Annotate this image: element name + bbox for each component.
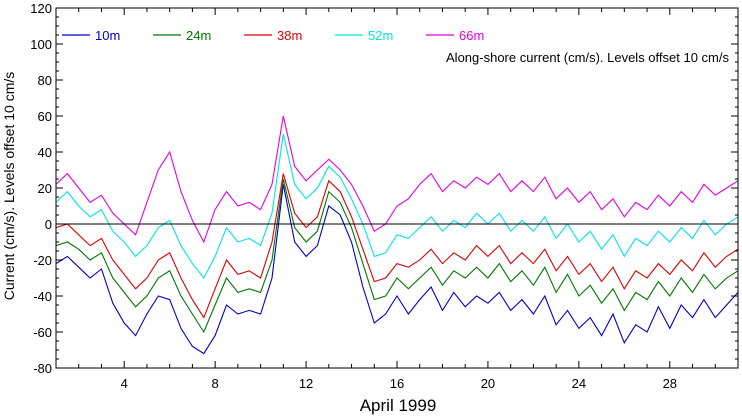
x-tick-label: 24 (572, 376, 586, 391)
y-tick-label: 120 (30, 1, 52, 16)
series-line-24m (55, 178, 739, 334)
y-tick-label: -80 (33, 361, 52, 376)
legend: 10m 24m 38m 52m 66m (62, 28, 484, 43)
y-tick-label: 80 (38, 73, 52, 88)
y-tick-label: -40 (33, 289, 52, 304)
y-tick-label: 20 (38, 181, 52, 196)
legend-label-66m: 66m (459, 28, 484, 43)
ticks-layer: -80 -60 -40 -20 0 20 40 60 80 100 120 4 8 12 16 20 24 28 (30, 1, 739, 391)
x-tick-label: 8 (212, 376, 219, 391)
x-tick-label: 16 (390, 376, 404, 391)
y-tick-label: 40 (38, 145, 52, 160)
x-tick-label: 12 (299, 376, 313, 391)
legend-label-24m: 24m (186, 28, 211, 43)
legend-label-38m: 38m (277, 28, 302, 43)
series-layer (55, 115, 739, 355)
x-tick-label: 20 (481, 376, 495, 391)
x-axis-title: April 1999 (360, 396, 437, 415)
x-tick-label: 4 (121, 376, 128, 391)
series-line-38m (55, 173, 739, 319)
legend-label-10m: 10m (95, 28, 120, 43)
series-line-10m (55, 184, 739, 355)
y-tick-label: 0 (45, 217, 52, 232)
legend-label-52m: 52m (368, 28, 393, 43)
series-line-52m (55, 133, 739, 280)
y-tick-label: -20 (33, 253, 52, 268)
series-line-66m (55, 115, 739, 244)
y-tick-label: -60 (33, 325, 52, 340)
y-axis-title: Current (cm/s). Levels offset 10 cm/s (1, 72, 17, 300)
y-tick-label: 60 (38, 109, 52, 124)
x-tick-label: 28 (663, 376, 677, 391)
chart-annotation: Along-shore current (cm/s). Levels offse… (446, 50, 729, 65)
y-tick-label: 100 (30, 37, 52, 52)
